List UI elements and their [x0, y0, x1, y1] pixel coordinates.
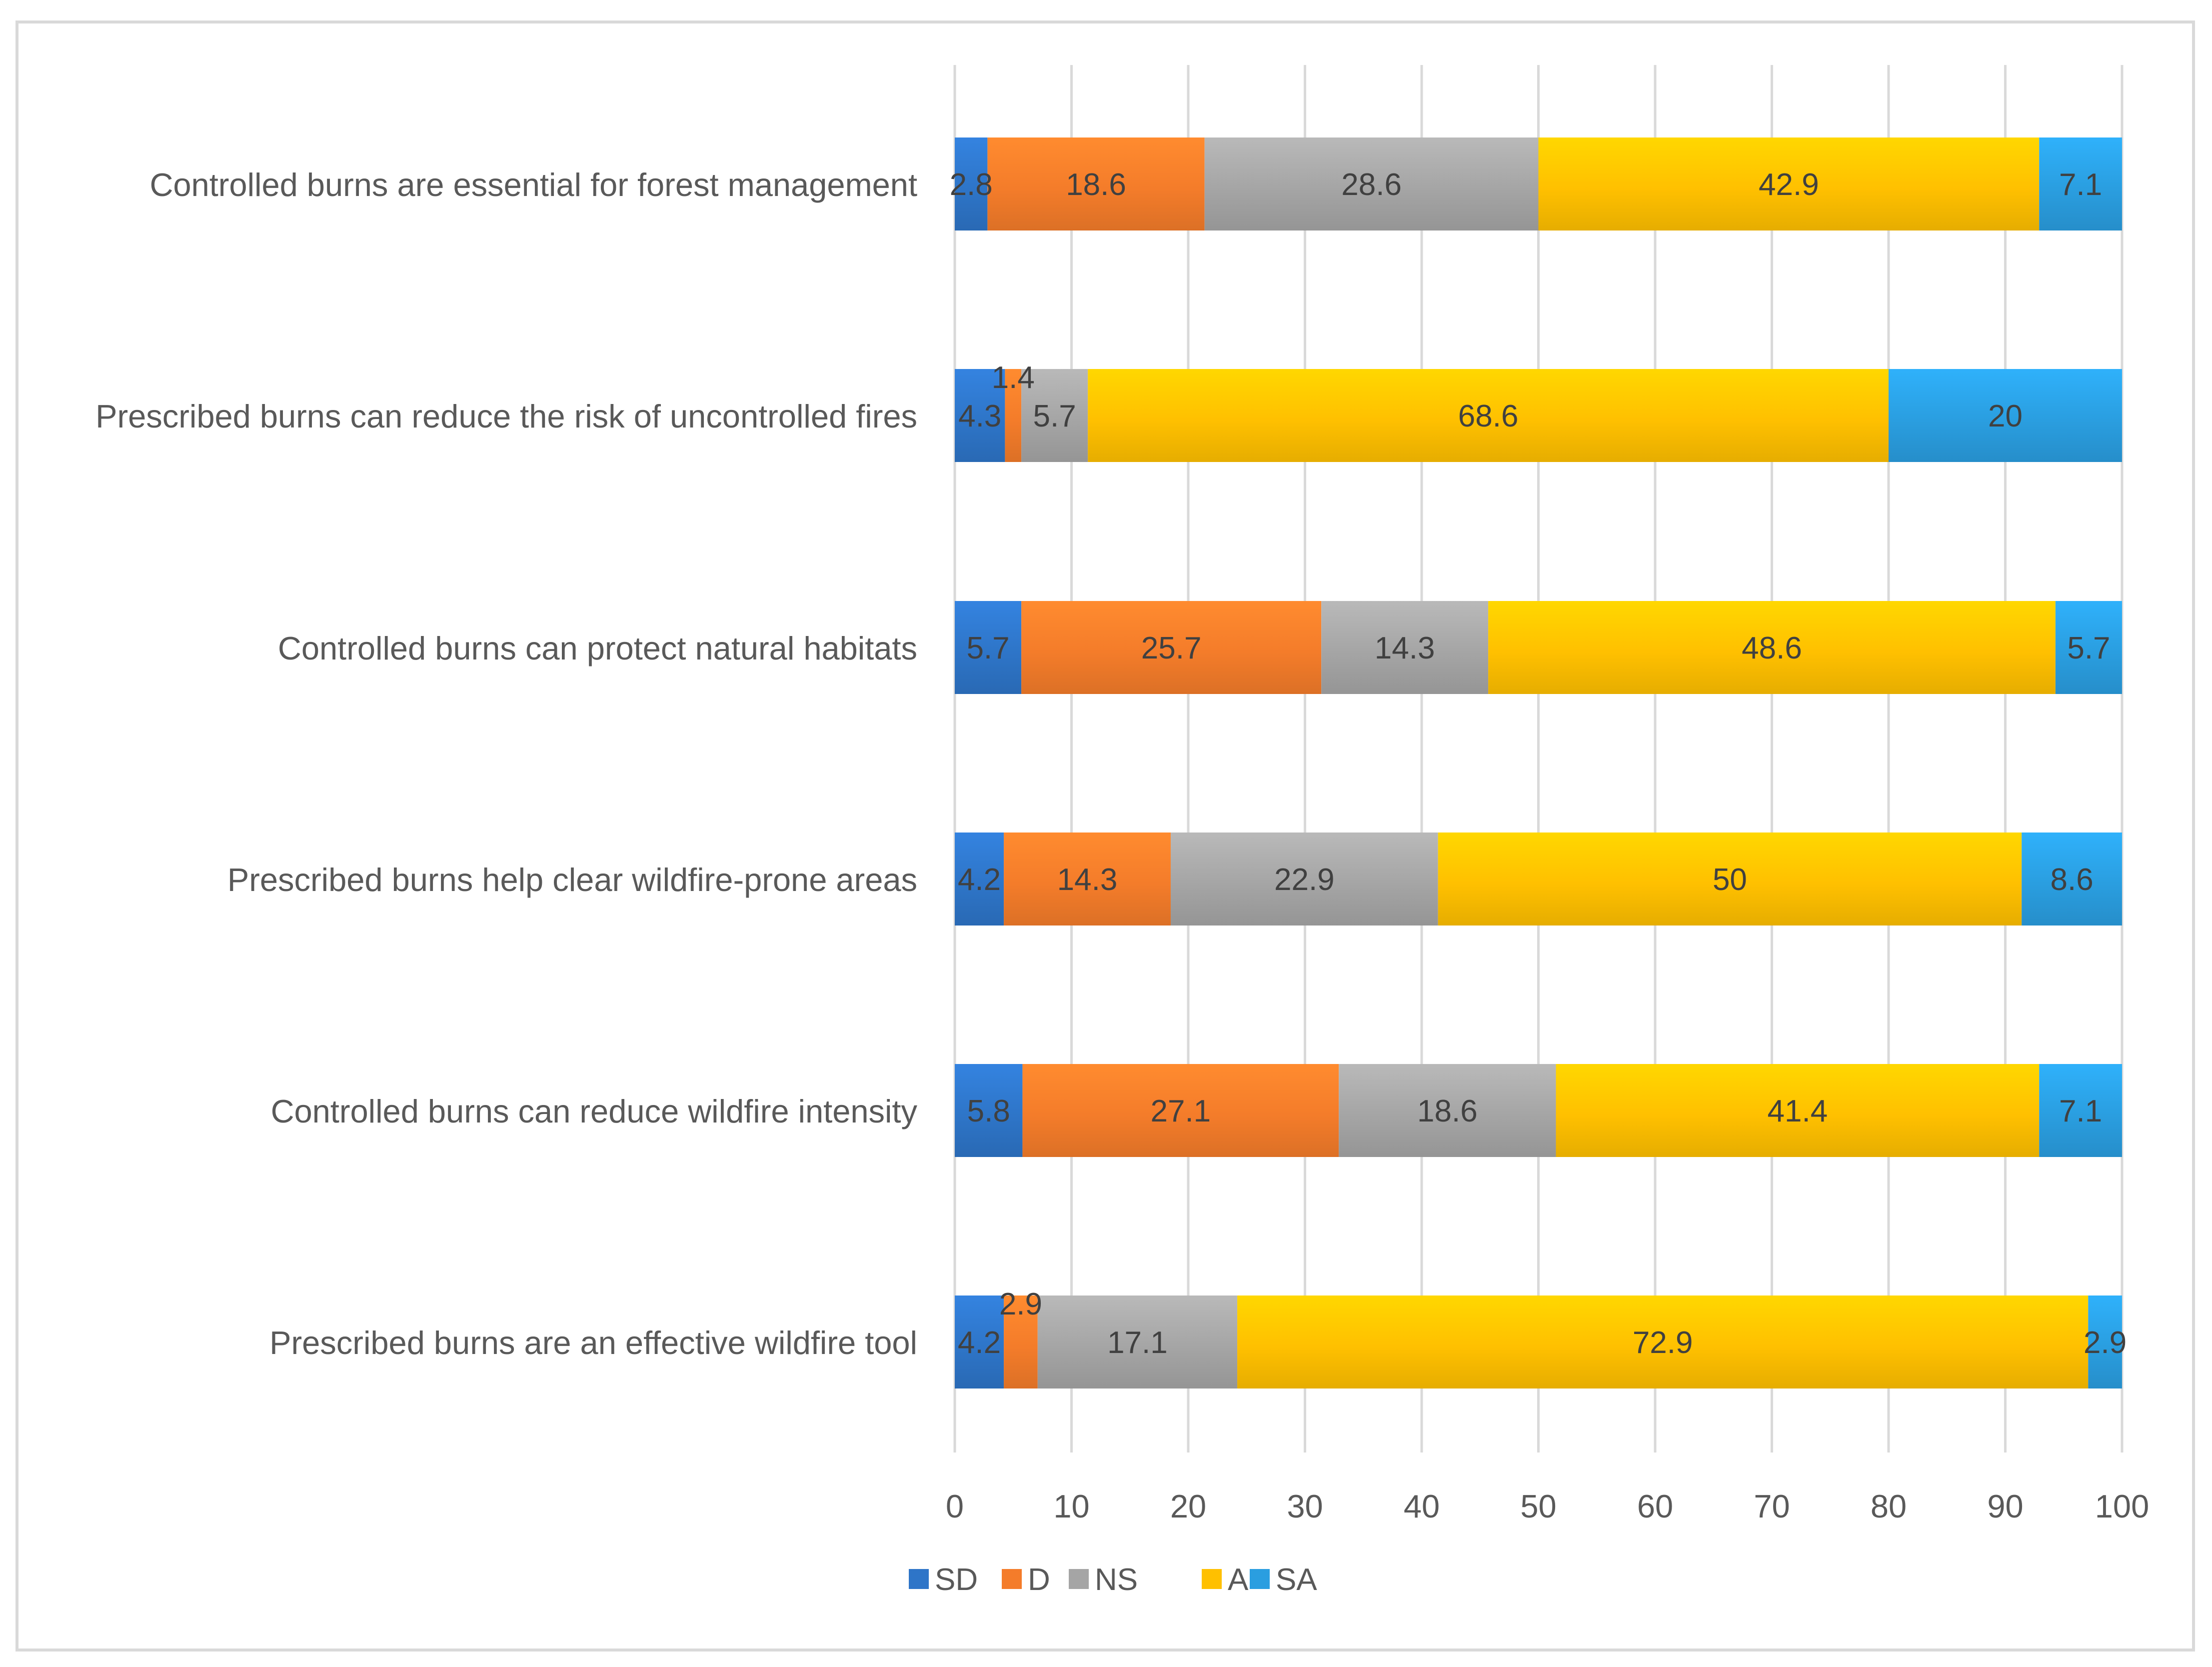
legend-item-sd: SD — [909, 1562, 978, 1597]
bar-ns-row-4 — [1170, 832, 1438, 926]
data-label-d-row-4: 14.3 — [1057, 862, 1118, 897]
data-label-d-row-3: 25.7 — [1141, 631, 1202, 666]
legend-label: NS — [1095, 1562, 1138, 1597]
legend-swatch — [1250, 1569, 1270, 1589]
legend-label: SA — [1276, 1562, 1317, 1597]
category-label: Prescribed burns help clear wildfire-pro… — [227, 862, 917, 898]
bars — [955, 138, 2122, 1388]
data-label-d-row-5: 27.1 — [1150, 1094, 1211, 1128]
bar-sa-row-4 — [2022, 832, 2122, 926]
x-tick-label: 30 — [1287, 1488, 1323, 1524]
bar-sd-row-4 — [955, 832, 1004, 926]
bar-d-row-2 — [1005, 369, 1022, 462]
bar-sa-row-3 — [2055, 601, 2122, 694]
category-label: Controlled burns can protect natural hab… — [278, 630, 917, 666]
data-label-sa-row-1: 7.1 — [2059, 168, 2102, 202]
x-tick-label: 20 — [1170, 1488, 1206, 1524]
data-label-sd-row-6: 4.2 — [958, 1326, 1001, 1360]
gridlines — [953, 65, 2124, 1452]
bar-d-row-3 — [1021, 601, 1322, 694]
bar-d-row-6 — [1004, 1296, 1038, 1388]
data-label-d-row-6: 2.9 — [999, 1287, 1042, 1322]
category-label: Controlled burns are essential for fores… — [149, 166, 917, 203]
legend-item-a: A — [1202, 1562, 1249, 1597]
legend-item-sa: SA — [1250, 1562, 1317, 1597]
data-labels: 2.8 18.6 28.6 42.9 7.1 4.3 1.4 5.7 68.6 20 5.7 25.7… — [950, 168, 2127, 1360]
x-tick-label: 90 — [1987, 1488, 2023, 1524]
data-label-ns-row-6: 17.1 — [1107, 1326, 1168, 1360]
legend-item-ns: NS — [1069, 1562, 1138, 1597]
x-tick-label: 40 — [1404, 1488, 1440, 1524]
bar-a-row-2 — [1088, 369, 1889, 462]
data-label-sa-row-2: 20 — [1988, 399, 2023, 434]
legend-label: D — [1028, 1562, 1050, 1597]
x-tick-label: 50 — [1520, 1488, 1556, 1524]
bar-sa-row-2 — [1889, 369, 2122, 462]
data-label-sd-row-2: 4.3 — [958, 399, 1001, 434]
bar-sd-row-5 — [955, 1064, 1023, 1157]
data-label-ns-row-1: 28.6 — [1341, 168, 1402, 202]
data-label-sa-row-4: 8.6 — [2050, 862, 2093, 897]
bar-sd-row-3 — [955, 601, 1022, 694]
bar-sd-row-1 — [955, 138, 988, 230]
legend-label: SD — [935, 1562, 978, 1597]
bar-sa-row-1 — [2039, 138, 2122, 230]
bar-a-row-4 — [1438, 832, 2022, 926]
legend-swatch — [1069, 1569, 1089, 1589]
bar-ns-row-3 — [1321, 601, 1489, 694]
data-label-a-row-3: 48.6 — [1742, 631, 1802, 666]
category-label: Prescribed burns can reduce the risk of … — [95, 398, 917, 434]
bar-d-row-5 — [1022, 1064, 1339, 1157]
bar-ns-row-1 — [1204, 138, 1539, 230]
bar-sa-row-6 — [2088, 1296, 2122, 1388]
bar-d-row-1 — [987, 138, 1205, 230]
category-labels: Controlled burns are essential for fores… — [95, 166, 917, 1361]
category-label: Controlled burns can reduce wildfire int… — [271, 1093, 918, 1130]
bar-ns-row-6 — [1037, 1296, 1238, 1388]
data-label-a-row-4: 50 — [1713, 862, 1747, 897]
bar-a-row-3 — [1488, 601, 2056, 694]
bar-sd-row-6 — [955, 1296, 1004, 1388]
legend-swatch — [1202, 1569, 1222, 1589]
data-label-a-row-5: 41.4 — [1768, 1094, 1828, 1128]
data-label-ns-row-4: 22.9 — [1274, 862, 1335, 897]
data-label-sd-row-3: 5.7 — [966, 631, 1009, 666]
bar-sd-row-2 — [955, 369, 1005, 462]
bar-d-row-4 — [1004, 832, 1171, 926]
data-label-ns-row-5: 18.6 — [1417, 1094, 1478, 1128]
category-label: Prescribed burns are an effective wildfi… — [269, 1324, 917, 1361]
bar-a-row-6 — [1237, 1296, 2089, 1388]
data-label-ns-row-2: 5.7 — [1033, 399, 1076, 434]
data-label-sa-row-3: 5.7 — [2067, 631, 2110, 666]
data-label-a-row-2: 68.6 — [1458, 399, 1519, 434]
x-tick-label: 60 — [1637, 1488, 1673, 1524]
legend-item-d: D — [1002, 1562, 1050, 1597]
data-label-ns-row-3: 14.3 — [1375, 631, 1435, 666]
bar-ns-row-2 — [1021, 369, 1088, 462]
x-tick-label: 10 — [1053, 1488, 1089, 1524]
bar-ns-row-5 — [1339, 1064, 1556, 1157]
data-label-d-row-2: 1.4 — [992, 360, 1035, 395]
legend-label: A — [1228, 1562, 1249, 1597]
x-axis: 0 10 20 30 40 50 60 70 80 90 100 — [946, 1488, 2149, 1524]
bar-a-row-5 — [1556, 1064, 2040, 1157]
legend-swatch — [909, 1569, 929, 1589]
data-label-sd-row-1: 2.8 — [950, 168, 993, 202]
data-label-sa-row-6: 2.9 — [2084, 1326, 2127, 1360]
x-tick-label: 70 — [1754, 1488, 1790, 1524]
bar-sa-row-5 — [2039, 1064, 2122, 1157]
data-label-sd-row-4: 4.2 — [958, 862, 1001, 897]
data-label-a-row-1: 42.9 — [1759, 168, 1819, 202]
x-tick-label: 100 — [2095, 1488, 2149, 1524]
data-label-sa-row-5: 7.1 — [2059, 1094, 2102, 1128]
legend: SD D NS A SA — [909, 1562, 1317, 1597]
legend-swatch — [1002, 1569, 1022, 1589]
bar-a-row-1 — [1538, 138, 2040, 230]
data-label-d-row-1: 18.6 — [1066, 168, 1126, 202]
data-label-a-row-6: 72.9 — [1633, 1326, 1693, 1360]
x-tick-label: 80 — [1871, 1488, 1907, 1524]
data-label-sd-row-5: 5.8 — [967, 1094, 1010, 1128]
x-tick-label: 0 — [946, 1488, 964, 1524]
